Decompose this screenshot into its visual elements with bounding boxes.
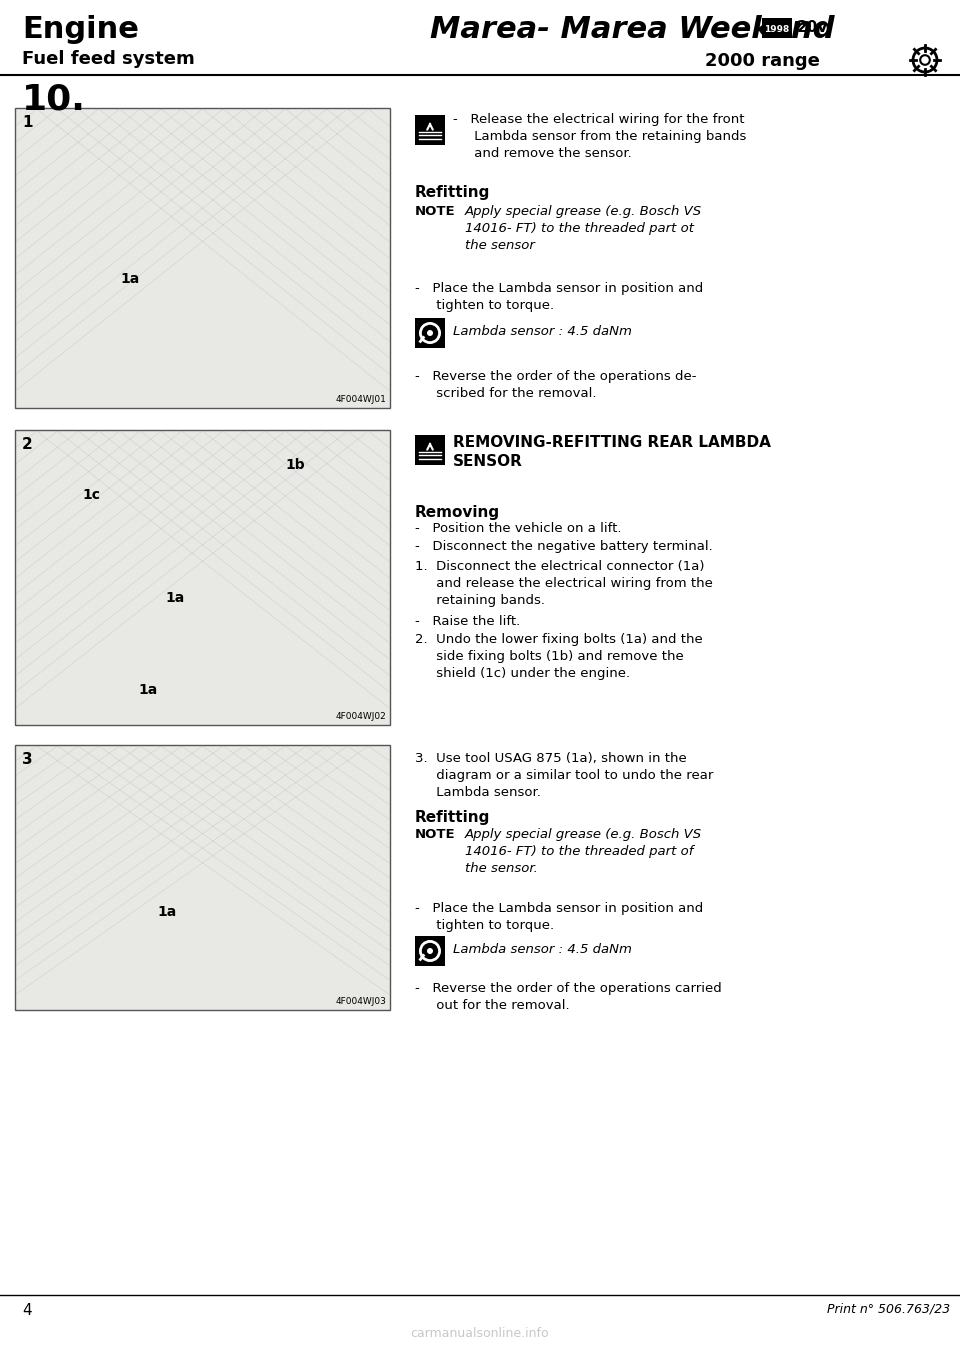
Bar [415, 936, 445, 967]
Text: 10.: 10. [22, 82, 85, 116]
Text: NOTE: NOTE [415, 828, 456, 841]
Text: -   Place the Lambda sensor in position and
     tighten to torque.: - Place the Lambda sensor in position an… [415, 282, 704, 312]
Circle shape [427, 948, 433, 954]
Text: 1a: 1a [165, 591, 184, 605]
Text: -   Position the vehicle on a lift.: - Position the vehicle on a lift. [415, 522, 621, 535]
Text: REMOVING-REFITTING REAR LAMBDA
SENSOR: REMOVING-REFITTING REAR LAMBDA SENSOR [453, 435, 771, 470]
Text: 2: 2 [22, 437, 33, 452]
Bar [15, 745, 390, 1010]
Text: 1a: 1a [157, 904, 177, 919]
Text: Refitting: Refitting [415, 810, 491, 825]
Text: -   Release the electrical wiring for the front
     Lambda sensor from the reta: - Release the electrical wiring for the … [453, 113, 746, 161]
Bar [15, 431, 390, 725]
Bar [415, 319, 445, 348]
Text: 2000 range: 2000 range [706, 53, 820, 70]
Text: 4F004WJ01: 4F004WJ01 [335, 396, 386, 404]
Text: Lambda sensor : 4.5 daNm: Lambda sensor : 4.5 daNm [453, 325, 632, 338]
Text: Print n° 506.763/23: Print n° 506.763/23 [827, 1303, 950, 1316]
Text: Fuel feed system: Fuel feed system [22, 50, 195, 68]
Bar [415, 115, 445, 144]
Text: 2.  Undo the lower fixing bolts (1a) and the
     side fixing bolts (1b) and rem: 2. Undo the lower fixing bolts (1a) and … [415, 633, 703, 680]
Text: -   Raise the lift.: - Raise the lift. [415, 616, 520, 628]
Text: Apply special grease (e.g. Bosch VS
14016- FT) to the threaded part of
the senso: Apply special grease (e.g. Bosch VS 1401… [465, 828, 702, 875]
Text: 1: 1 [22, 115, 33, 130]
Text: 20v: 20v [797, 20, 828, 35]
Text: 1998: 1998 [764, 24, 790, 34]
Text: -   Disconnect the negative battery terminal.: - Disconnect the negative battery termin… [415, 540, 712, 553]
Text: 3: 3 [22, 752, 33, 767]
Bar [762, 18, 792, 38]
Text: -   Place the Lambda sensor in position and
     tighten to torque.: - Place the Lambda sensor in position an… [415, 902, 704, 932]
Text: 1c: 1c [83, 487, 101, 502]
Text: Apply special grease (e.g. Bosch VS
14016- FT) to the threaded part ot
the senso: Apply special grease (e.g. Bosch VS 1401… [465, 205, 702, 252]
Bar [15, 108, 390, 408]
Text: 4F004WJ03: 4F004WJ03 [335, 998, 386, 1006]
Text: Removing: Removing [415, 505, 500, 520]
Text: 1b: 1b [285, 459, 304, 472]
Text: 1a: 1a [139, 683, 158, 697]
Text: Lambda sensor : 4.5 daNm: Lambda sensor : 4.5 daNm [453, 944, 632, 956]
Text: Refitting: Refitting [415, 185, 491, 200]
Text: 3.  Use tool USAG 875 (1a), shown in the
     diagram or a similar tool to undo : 3. Use tool USAG 875 (1a), shown in the … [415, 752, 713, 799]
Text: -   Reverse the order of the operations de-
     scribed for the removal.: - Reverse the order of the operations de… [415, 370, 697, 400]
Text: Engine: Engine [22, 15, 139, 45]
Text: 4: 4 [22, 1303, 32, 1318]
Text: 1.  Disconnect the electrical connector (1a)
     and release the electrical wir: 1. Disconnect the electrical connector (… [415, 560, 713, 608]
Text: 4F004WJ02: 4F004WJ02 [335, 711, 386, 721]
Bar [415, 435, 445, 464]
Text: carmanualsonline.info: carmanualsonline.info [411, 1327, 549, 1341]
Text: Marea- Marea Weekend: Marea- Marea Weekend [430, 15, 834, 45]
Circle shape [427, 329, 433, 336]
Text: 1a: 1a [120, 271, 139, 286]
Text: NOTE: NOTE [415, 205, 456, 217]
Text: -   Reverse the order of the operations carried
     out for the removal.: - Reverse the order of the operations ca… [415, 981, 722, 1012]
